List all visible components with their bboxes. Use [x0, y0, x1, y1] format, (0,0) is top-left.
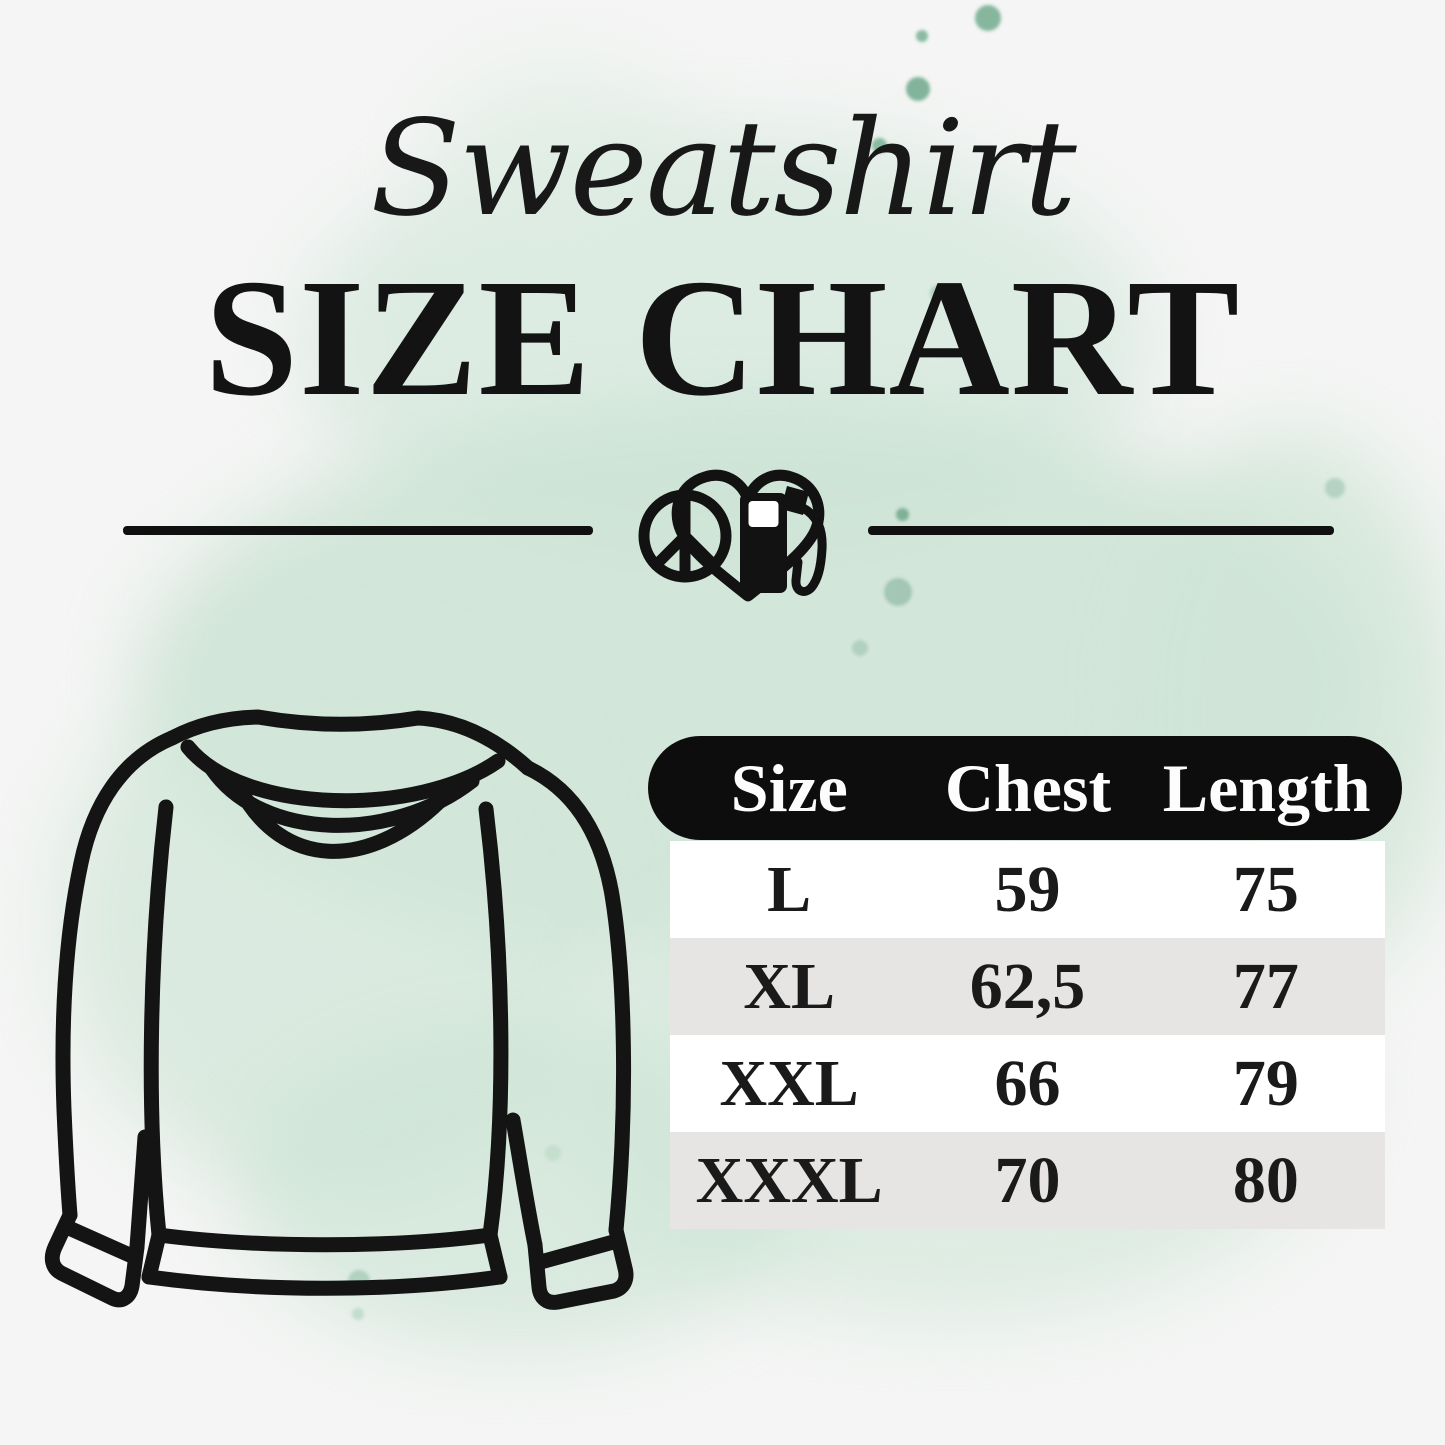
column-header-length: Length [1162, 749, 1371, 826]
cell-chest: 62,5 [969, 949, 1086, 1023]
cell-length: 80 [1232, 1143, 1299, 1217]
cell-size: XXL [719, 1046, 859, 1120]
table-row: XXXL 70 80 [670, 1132, 1385, 1229]
hem-edges [141, 1227, 508, 1285]
table-row: XXL 66 79 [670, 1035, 1385, 1132]
left-sleeve-outer [55, 730, 180, 1223]
cell-size: L [767, 852, 812, 926]
right-cuff-line [529, 1233, 625, 1271]
watercolor-dot [916, 30, 928, 42]
watercolor-dot [545, 1145, 561, 1161]
watercolor-blob [430, 70, 690, 270]
right-sleeve-inner [505, 1112, 543, 1253]
left-sleeve-inner [129, 1129, 153, 1255]
cell-size: XXXL [695, 1143, 883, 1217]
watercolor-dot [906, 77, 930, 101]
watercolor-dot [852, 640, 868, 656]
watercolor-dot [896, 508, 909, 521]
cell-length: 75 [1232, 852, 1299, 926]
peace-heart-fuel-pump-logo-icon [630, 456, 840, 608]
collar-rib-line [232, 781, 448, 859]
cell-size: XL [743, 949, 835, 1023]
watercolor-dot [930, 285, 946, 301]
watercolor-dot [1325, 478, 1345, 498]
collar-top-line [164, 709, 536, 776]
table-row: XL 62,5 77 [670, 938, 1385, 1035]
cell-chest: 59 [994, 852, 1061, 926]
hem-bottom-line [141, 1269, 508, 1296]
column-header-size: Size [730, 749, 848, 826]
right-cuff [527, 1222, 634, 1310]
watercolor-dot [975, 5, 1001, 31]
product-script-title: Sweatshirt [370, 92, 1076, 246]
column-header-chest: Chest [944, 749, 1112, 826]
page-title: SIZE CHART [204, 245, 1241, 431]
cell-chest: 70 [994, 1143, 1061, 1217]
left-cuff-line [61, 1220, 142, 1265]
cell-chest: 66 [994, 1046, 1061, 1120]
hem-top-line [151, 1227, 498, 1253]
sweatshirt-illustration [18, 685, 643, 1317]
cell-length: 79 [1232, 1046, 1299, 1120]
left-body-seam [143, 799, 174, 1243]
divider-line-left [123, 526, 593, 535]
left-cuff [44, 1207, 145, 1308]
watercolor-dot [872, 138, 887, 153]
watercolor-dot [352, 1308, 364, 1320]
cell-length: 77 [1232, 949, 1299, 1023]
table-row: L 59 75 [670, 841, 1385, 938]
right-body-seam [478, 801, 509, 1243]
watercolor-dot [884, 578, 912, 606]
right-sleeve-outer [520, 760, 632, 1238]
size-table-rows: L 59 75 XL 62,5 77 XXL 66 79 XXXL 70 80 [670, 841, 1385, 1229]
divider-line-right [868, 526, 1334, 535]
size-table-header: Size Chest Length [648, 736, 1402, 840]
